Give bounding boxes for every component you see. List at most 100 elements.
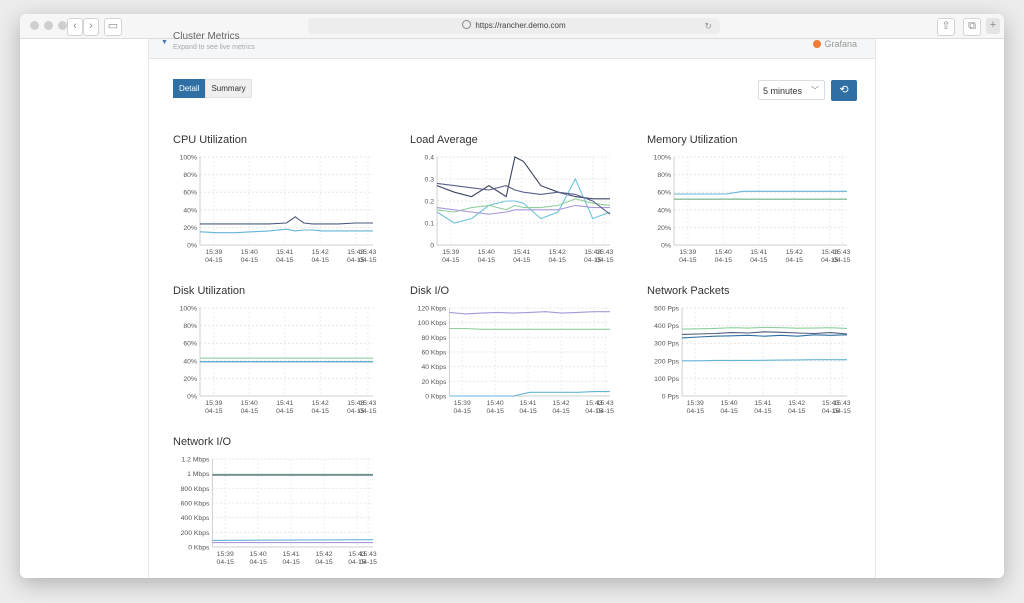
chart-plot: 0.40.30.20.1015:3904-1515:4004-1515:4104… [425, 155, 614, 265]
x-tick-date: 04-15 [359, 408, 377, 415]
x-tick-label: 15:42 [312, 400, 329, 407]
x-tick-date: 04-15 [833, 257, 851, 264]
chart-title: Network I/O [173, 436, 232, 448]
y-tick-label: 300 Pps [654, 341, 680, 348]
tabs-overview-icon[interactable]: ⧉ [963, 18, 981, 36]
chart-plot: 100%80%60%40%20%0%15:3904-1515:4004-1515… [654, 155, 851, 265]
browser-toolbar: ‹ › ▭ https://rancher.demo.com ↻ ⇧ ⧉ + [20, 14, 1004, 39]
x-tick-label: 15:39 [205, 249, 222, 256]
y-tick-label: 200 Kbps [181, 530, 210, 537]
chart-6: Network I/O 1.2 Mbps 1 Mbps 800 Kbps 600 Kbp… [173, 436, 393, 571]
y-tick-label: 1 Mbps [187, 471, 210, 478]
x-tick-label: 15:41 [520, 400, 537, 407]
series-line-3 [436, 204, 610, 215]
x-tick-date: 04-15 [596, 257, 614, 264]
x-tick-label: 15:43 [585, 400, 602, 407]
globe-icon [462, 20, 472, 29]
tab-summary[interactable]: Summary [205, 79, 252, 98]
chart-plot: 100%80%60%40%20%0%15:3904-1515:4004-1515… [180, 306, 377, 416]
x-tick-date: 04-15 [679, 257, 697, 264]
x-tick-label: 15:42 [312, 249, 329, 256]
x-tick-label: 15:40 [721, 400, 738, 407]
series-line-0 [200, 216, 373, 225]
expand-caret-icon[interactable]: ▼ [161, 39, 168, 46]
chart-4: Disk I/O 120 Kbps 100 Kbps 80 Kbps 60 Kbps 40… [410, 285, 630, 420]
x-tick-label: 15:43 [834, 400, 851, 407]
y-tick-label: 20% [183, 225, 197, 232]
y-tick-label: 20% [657, 225, 671, 232]
chart-plot: 100%80%60%40%20%0%15:3904-1515:4004-1515… [180, 155, 377, 265]
share-icon[interactable]: ⇧ [937, 18, 955, 36]
sidebar-toggle-icon[interactable]: ▭ [104, 18, 122, 36]
y-tick-label: 80% [657, 172, 671, 179]
grafana-label: Grafana [824, 39, 857, 49]
y-tick-label: 40% [183, 358, 197, 365]
x-tick-label: 15:42 [316, 551, 333, 558]
address-bar[interactable]: https://rancher.demo.com ↻ [308, 18, 720, 34]
x-tick-date: 04-15 [821, 257, 839, 264]
series-line-2 [436, 198, 611, 213]
x-tick-label: 15:42 [553, 400, 570, 407]
page-content: ▼ Cluster Metrics Expand to see live met… [20, 31, 1004, 578]
series-line-1 [682, 326, 848, 330]
chart-plot: 1.2 Mbps 1 Mbps 800 Kbps 600 Kbps 400 Kbps 20… [181, 457, 377, 567]
y-tick-label: 40% [183, 207, 197, 214]
y-tick-label: 60% [183, 341, 197, 348]
time-range-select[interactable]: 5 minutes ﹀ [758, 80, 825, 100]
x-tick-label: 15:41 [754, 400, 771, 407]
minimize-window-icon[interactable] [44, 21, 53, 30]
x-tick-date: 04-15 [241, 408, 259, 415]
x-tick-date: 04-15 [312, 408, 330, 415]
x-tick-date: 04-15 [549, 257, 567, 264]
y-tick-label: 80% [183, 323, 197, 330]
x-tick-label: 15:42 [788, 400, 805, 407]
y-tick-label: 500 Pps [654, 306, 680, 313]
url-text: https://rancher.demo.com [475, 21, 566, 30]
series-line-0 [682, 331, 848, 335]
y-tick-label: 0 Kbps [188, 545, 210, 552]
x-tick-date: 04-15 [720, 408, 738, 415]
y-tick-label: 80 Kbps [421, 335, 447, 342]
x-tick-label: 15:43 [822, 400, 839, 407]
grafana-link[interactable]: Grafana [813, 39, 857, 49]
x-tick-date: 04-15 [282, 559, 300, 566]
x-tick-date: 04-15 [347, 257, 365, 264]
x-tick-label: 15:43 [597, 400, 614, 407]
x-tick-label: 15:42 [786, 249, 803, 256]
x-tick-label: 15:40 [241, 400, 258, 407]
refresh-button[interactable]: ⟲ [831, 80, 857, 101]
x-tick-date: 04-15 [687, 408, 705, 415]
chart-title: Memory Utilization [647, 134, 738, 146]
y-tick-label: 400 Pps [654, 323, 680, 330]
close-window-icon[interactable] [30, 21, 39, 30]
chart-title: CPU Utilization [173, 134, 247, 146]
chart-0: CPU Utilization 100% 80% 60% 40% 20% 0% 15:39 04… [173, 134, 393, 269]
y-tick-label: 0 [430, 243, 434, 250]
x-tick-label: 15:41 [750, 249, 767, 256]
x-tick-date: 04-15 [205, 408, 223, 415]
zoom-window-icon[interactable] [58, 21, 67, 30]
series-line-3 [682, 334, 848, 339]
x-tick-date: 04-15 [786, 257, 804, 264]
x-tick-date: 04-15 [519, 408, 537, 415]
tab-detail[interactable]: Detail [173, 79, 206, 98]
y-tick-label: 120 Kbps [418, 306, 447, 313]
new-tab-icon[interactable]: + [986, 18, 1000, 34]
view-tabs: Detail Summary [173, 79, 252, 98]
x-tick-label: 15:41 [276, 249, 293, 256]
back-arrow-icon[interactable]: ‹ [67, 18, 83, 36]
forward-arrow-icon[interactable]: › [83, 18, 99, 36]
x-tick-date: 04-15 [276, 257, 294, 264]
x-tick-label: 15:40 [241, 249, 258, 256]
x-tick-date: 04-15 [596, 408, 614, 415]
x-tick-label: 15:43 [821, 249, 838, 256]
reload-icon[interactable]: ↻ [704, 21, 712, 31]
y-tick-label: 20 Kbps [421, 379, 447, 386]
x-tick-label: 15:43 [360, 551, 377, 558]
grafana-icon [813, 40, 822, 48]
section-header[interactable]: ▼ Cluster Metrics Expand to see live met… [149, 31, 875, 59]
y-tick-label: 40% [657, 207, 671, 214]
x-tick-label: 15:43 [596, 249, 613, 256]
y-tick-label: 80% [183, 172, 197, 179]
y-tick-label: 60 Kbps [421, 350, 447, 357]
